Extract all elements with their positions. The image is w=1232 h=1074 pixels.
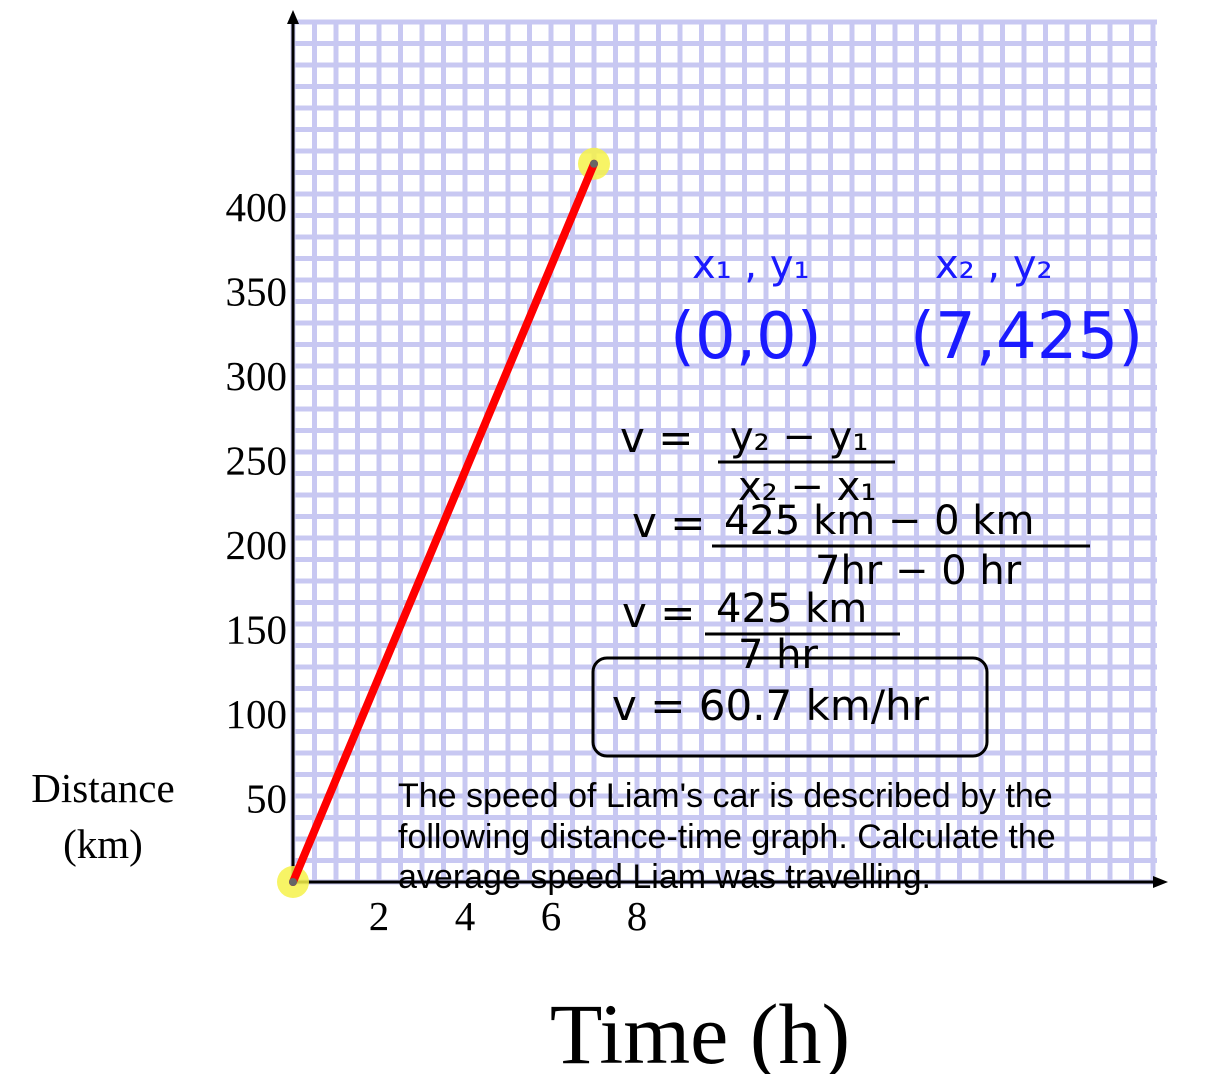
y-axis-label-line1: Distance: [31, 765, 174, 811]
y-tick-label: 50: [246, 776, 287, 822]
y-tick-label: 400: [226, 184, 288, 230]
series-layer: [277, 147, 610, 898]
problem-line-2: following distance-time graph. Calculate…: [398, 818, 1056, 856]
series-line: [289, 159, 598, 886]
x-axis-label: Time (h): [550, 986, 850, 1074]
step3-numerator: 425 km: [716, 586, 867, 632]
formula-working: v = y₂ − y₁ x₂ − x₁ v = 425 km − 0 km 7h…: [591, 413, 1090, 758]
x-tick-labels: 2 4 6 8: [369, 893, 648, 939]
formula-lhs: v =: [620, 413, 693, 462]
y-tick-label: 350: [226, 269, 288, 315]
step3-lhs: v =: [622, 588, 695, 637]
step2-denominator: 7hr − 0 hr: [815, 548, 1022, 594]
x-tick-label: 8: [627, 893, 648, 939]
problem-statement: The speed of Liam's car is described by …: [398, 777, 1056, 896]
grid: [290, 19, 1157, 885]
y-axis-label-line2: (km): [63, 821, 143, 867]
formula-denominator: x₂ − x₁: [738, 464, 876, 510]
y-tick-label: 150: [226, 607, 288, 653]
point2-label: x₂ , y₂: [935, 242, 1053, 288]
axes: [287, 10, 1168, 888]
point2-coords: (7,425): [910, 300, 1143, 374]
step2-numerator: 425 km − 0 km: [724, 498, 1034, 544]
answer-box: [591, 656, 989, 758]
step2-lhs: v =: [632, 498, 705, 547]
y-tick-label: 250: [226, 438, 288, 484]
y-tick-label: 200: [226, 522, 288, 568]
y-tick-labels: 50 100 150 200 250 300 350 400: [226, 184, 288, 822]
x-tick-label: 2: [369, 893, 390, 939]
answer-text: v = 60.7 km/hr: [612, 681, 930, 730]
point1-coords: (0,0): [670, 300, 822, 374]
step3-denominator: 7 hr: [738, 632, 819, 678]
x-tick-label: 4: [455, 893, 476, 939]
data-point: [590, 159, 598, 168]
data-point: [289, 878, 297, 886]
formula-numerator: y₂ − y₁: [730, 414, 868, 460]
handwritten-working: x₁ , y₁ x₂ , y₂ (0,0) (7,425): [670, 242, 1143, 374]
problem-line-1: The speed of Liam's car is described by …: [398, 777, 1053, 815]
y-tick-label: 300: [226, 353, 288, 399]
y-tick-label: 100: [226, 691, 288, 737]
problem-line-3: average speed Liam was travelling.: [398, 858, 931, 896]
y-axis-arrow: [287, 10, 299, 24]
x-axis-arrow: [1153, 876, 1168, 888]
x-tick-label: 6: [541, 893, 562, 939]
point1-label: x₁ , y₁: [692, 242, 810, 288]
